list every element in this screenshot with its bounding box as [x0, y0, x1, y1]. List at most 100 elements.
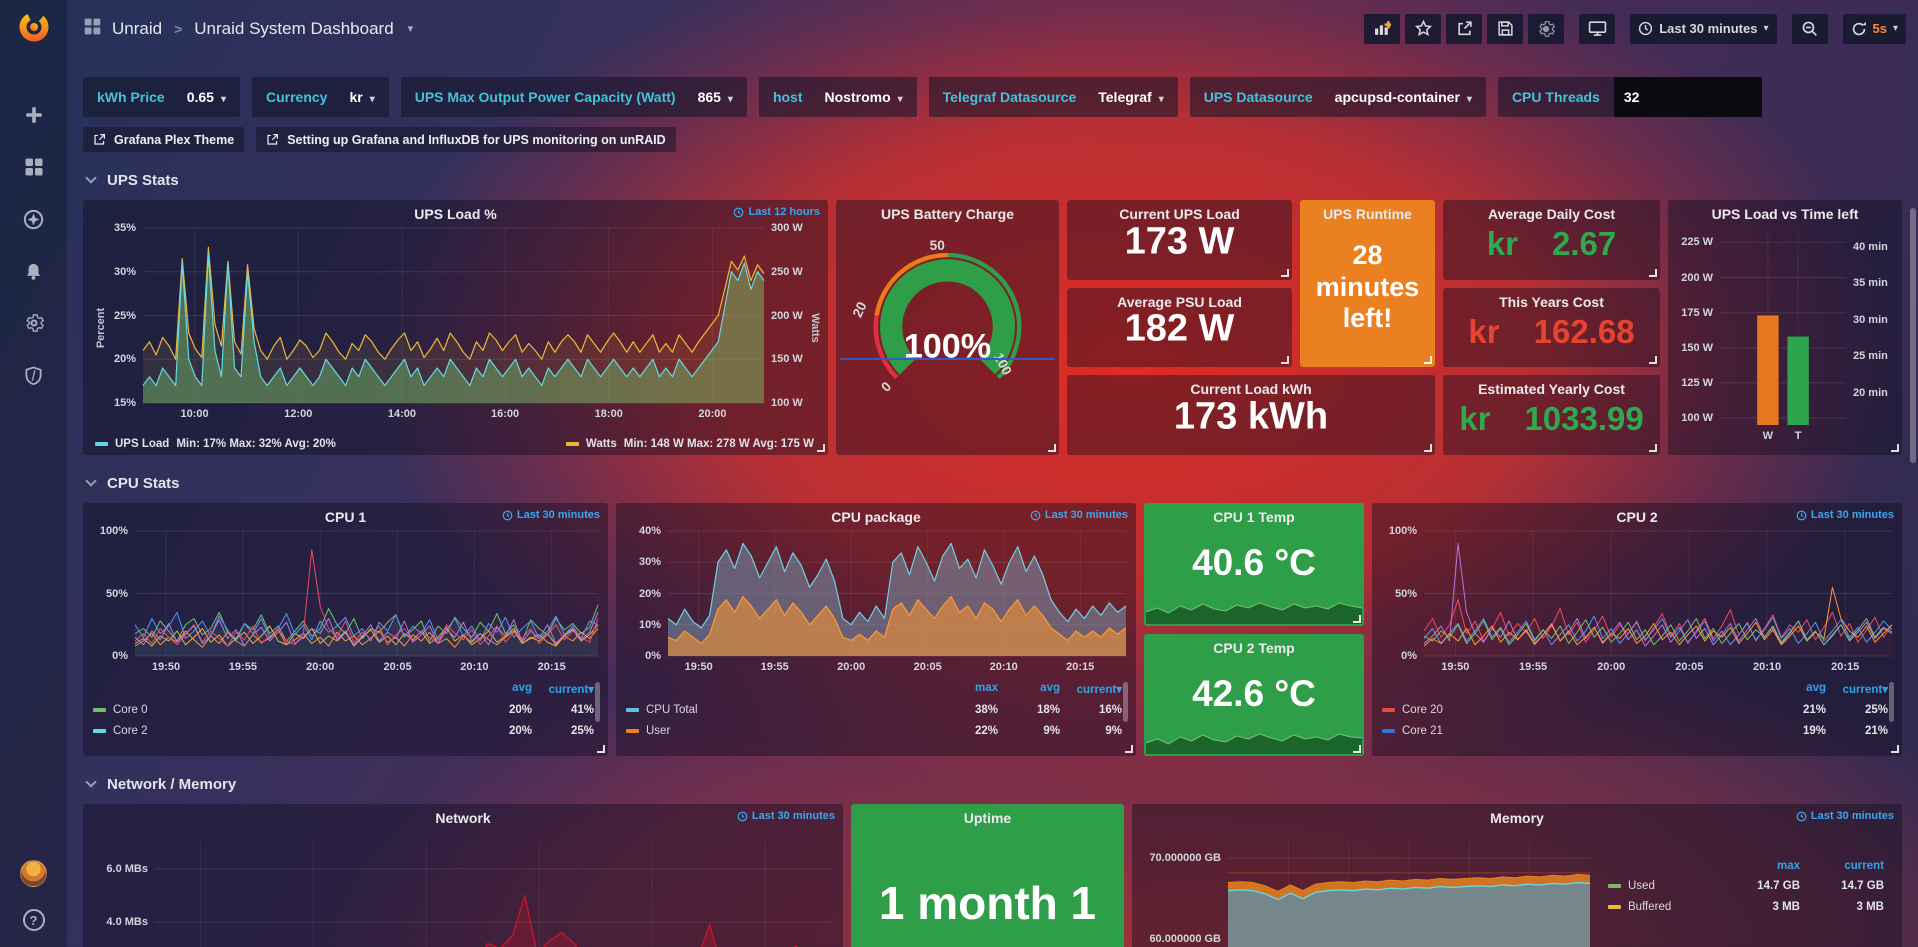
add-panel-button[interactable]	[1364, 13, 1401, 44]
panel-title[interactable]: This Years Cost	[1499, 293, 1604, 310]
panel-title[interactable]: Current Load kWh	[1190, 381, 1312, 398]
legend-row[interactable]: Core 2 20% 25%	[93, 720, 594, 741]
variable-value[interactable]: 0.65 ▾	[186, 89, 226, 105]
dashboard-link[interactable]: Setting up Grafana and InfluxDB for UPS …	[256, 127, 676, 152]
variable-value[interactable]: kr ▾	[349, 89, 375, 105]
legend-column-header[interactable]: max	[974, 682, 998, 694]
dashboard-squares-icon[interactable]	[83, 17, 102, 41]
panel-title[interactable]: Average PSU Load	[1117, 293, 1242, 310]
panel-title[interactable]: CPU 2	[1616, 509, 1658, 525]
page-scrollbar[interactable]	[1910, 208, 1916, 463]
user-avatar[interactable]	[20, 860, 47, 887]
tv-mode-button[interactable]	[1579, 13, 1616, 44]
panel-title[interactable]: Memory	[1490, 810, 1544, 826]
legend-column-header[interactable]: avg	[1806, 682, 1826, 694]
panel-time-range[interactable]: Last 30 minutes	[1030, 509, 1128, 521]
link-label: Setting up Grafana and InfluxDB for UPS …	[287, 132, 666, 147]
legend-item[interactable]: UPS Load Min: 17% Max: 32% Avg: 20%	[95, 438, 336, 450]
legend-row[interactable]: Core 0 20% 41%	[93, 699, 594, 720]
ups-bar-chart[interactable]: 225 W 200 W 175 W 150 W 125 W 100 W W T 40 min 35…	[1674, 234, 1896, 442]
panel-time-range[interactable]: Last 30 minutes	[1796, 509, 1894, 521]
create-plus-icon[interactable]	[22, 103, 46, 127]
dashboard-title[interactable]: Unraid System Dashboard	[194, 18, 394, 38]
cpu2-chart[interactable]: 100% 50% 0% 19:50 19:55 20:00 20:05 20:10 20:15	[1380, 525, 1892, 673]
panel-title[interactable]: CPU 1	[324, 509, 367, 525]
legend-row[interactable]: Core 20 21% 25%	[1382, 699, 1888, 720]
panel-time-range[interactable]: Last 30 minutes	[737, 810, 835, 822]
axis-tick-label: 19:55	[760, 661, 789, 673]
legend-row[interactable]: Used 14.7 GB 14.7 GB	[1608, 875, 1884, 896]
explore-compass-icon[interactable]	[22, 207, 46, 231]
variable-ups-datasource[interactable]: UPS Datasource apcupsd-container ▾	[1189, 77, 1486, 117]
legend-row[interactable]: CPU Total 38% 18% 16%	[626, 699, 1122, 720]
variable-input[interactable]	[1613, 77, 1762, 117]
cpu1-chart[interactable]: 100% 50% 0% 19:50 19:55 20:00 20:05 20:10 20:15	[91, 525, 598, 673]
panel-title[interactable]: CPU 1 Temp	[1213, 509, 1295, 525]
panel-title[interactable]: Estimated Yearly Cost	[1478, 381, 1625, 398]
panel-time-range[interactable]: Last 30 minutes	[1796, 810, 1894, 822]
panel-time-range[interactable]: Last 12 hours	[733, 206, 820, 218]
variable-value[interactable]: apcupsd-container ▾	[1334, 89, 1472, 105]
panel-title[interactable]: Current UPS Load	[1119, 206, 1240, 222]
zoom-out-button[interactable]	[1791, 13, 1828, 44]
legend-scrollbar[interactable]	[1889, 682, 1894, 722]
configuration-gear-icon[interactable]	[22, 311, 46, 335]
legend-scrollbar[interactable]	[595, 682, 600, 722]
time-range-picker[interactable]: Last 30 minutes ▾	[1630, 13, 1777, 44]
star-button[interactable]	[1405, 13, 1442, 44]
legend-item[interactable]: Watts Min: 148 W Max: 278 W Avg: 175 W	[565, 438, 814, 450]
panel-title[interactable]: Average Daily Cost	[1487, 206, 1616, 222]
legend-column-header[interactable]: current▾	[1076, 684, 1122, 696]
section-header-network-memory[interactable]: Network / Memory	[85, 772, 1902, 796]
legend-column-header[interactable]: current▾	[1842, 684, 1888, 696]
variable-host[interactable]: host Nostromo ▾	[758, 77, 917, 117]
alerting-bell-icon[interactable]	[22, 259, 46, 283]
help-icon[interactable]: ?	[22, 909, 45, 931]
refresh-picker[interactable]: 5s ▾	[1842, 13, 1906, 44]
grafana-logo-icon[interactable]	[14, 7, 54, 47]
cpu-package-chart[interactable]: 40% 30% 20% 10% 0% 19:50 19:55 20:00 20:05 20:10 2…	[624, 525, 1126, 673]
section-header-cpu-stats[interactable]: CPU Stats	[85, 471, 1902, 495]
panel-title[interactable]: Network	[435, 810, 491, 826]
settings-gear-button[interactable]	[1528, 13, 1565, 44]
chevron-down-icon[interactable]: ▾	[407, 23, 414, 35]
breadcrumb-app[interactable]: Unraid	[112, 18, 163, 38]
variable-kwh-price[interactable]: kWh Price 0.65 ▾	[83, 77, 240, 117]
legend-row[interactable]: User 22% 9% 9%	[626, 720, 1122, 741]
save-button[interactable]	[1487, 13, 1524, 44]
section-header-ups-stats[interactable]: UPS Stats	[85, 168, 1902, 192]
panel-title[interactable]: CPU package	[831, 509, 921, 525]
axis-tick-label: 100%	[99, 525, 128, 537]
panel-title[interactable]: UPS Load %	[414, 206, 497, 222]
panel-title[interactable]: UPS Battery Charge	[880, 206, 1015, 222]
panel-estimated-yearly-cost: Estimated Yearly Cost kr 1033.99	[1443, 375, 1660, 456]
variable-currency[interactable]: Currency kr ▾	[251, 77, 389, 117]
variable-value[interactable]: Nostromo ▾	[824, 89, 903, 105]
legend-row[interactable]: Buffered 3 MB 3 MB	[1608, 896, 1884, 917]
variable-telegraf-datasource[interactable]: Telegraf Datasource Telegraf ▾	[928, 77, 1178, 117]
legend-column-header[interactable]: avg	[1040, 682, 1060, 694]
panel-title[interactable]: UPS Load vs Time left	[1711, 206, 1859, 222]
variable-cpu-threads[interactable]: CPU Threads	[1497, 77, 1762, 117]
dashboards-icon[interactable]	[22, 155, 46, 179]
variable-value[interactable]: 865 ▾	[697, 89, 733, 105]
ups-load-chart[interactable]: 35% 30% 25% 20% 15% 10:00 12:00 14:00 16:00 18:00…	[99, 222, 810, 420]
server-admin-shield-icon[interactable]	[22, 363, 46, 387]
panel-time-range[interactable]: Last 30 minutes	[502, 509, 600, 521]
legend-column-header[interactable]: max	[1776, 860, 1800, 872]
variable-ups-max-output-power-capacity-watt-[interactable]: UPS Max Output Power Capacity (Watt) 865 ▾	[400, 77, 747, 117]
legend-column-header[interactable]: avg	[512, 682, 532, 694]
legend-column-header[interactable]: current	[1844, 860, 1884, 872]
legend-row[interactable]: Core 21 19% 21%	[1382, 720, 1888, 741]
legend-column-header[interactable]: current▾	[548, 684, 594, 696]
variable-value[interactable]: Telegraf ▾	[1098, 89, 1164, 105]
dashboard-link[interactable]: Grafana Plex Theme	[83, 127, 245, 152]
series-name: Core 0	[113, 703, 148, 716]
panel-title[interactable]: UPS Runtime	[1323, 206, 1412, 222]
share-button[interactable]	[1446, 13, 1483, 44]
panel-title[interactable]: Uptime	[963, 810, 1012, 826]
legend-scrollbar[interactable]	[1123, 682, 1128, 722]
panel-title[interactable]: CPU 2 Temp	[1213, 639, 1295, 656]
